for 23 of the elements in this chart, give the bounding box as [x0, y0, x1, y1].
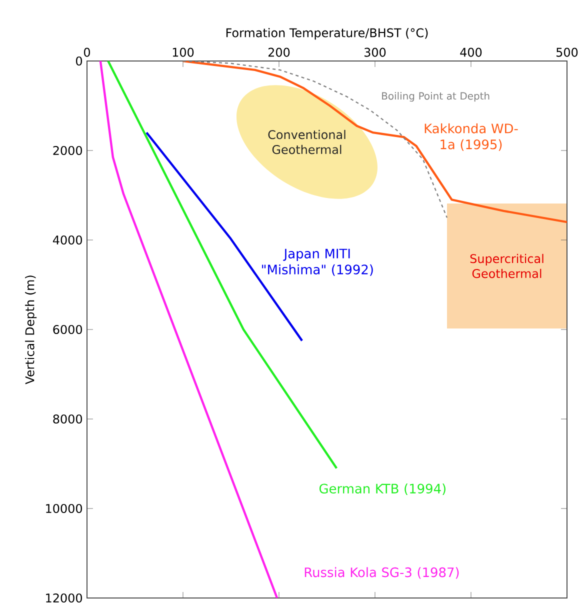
series-label: German KTB (1994): [319, 483, 446, 496]
x-tick-label: 0: [84, 48, 90, 57]
x-tick-label: 100: [172, 48, 194, 57]
line-series: [182, 61, 567, 224]
text: Russia Kola SG-3 (1987): [304, 567, 459, 579]
series-label: Boiling Point at Depth: [382, 92, 490, 102]
series-label: Kakkonda WD-1a (1995): [424, 123, 518, 151]
x-tick-label: 300: [364, 48, 386, 57]
y-tick-label: 8000: [53, 414, 82, 424]
x-tick-label: 500: [556, 48, 578, 57]
y-axis-title: Vertical Depth (m): [25, 276, 37, 384]
annotation: Conventional Geothermal: [268, 130, 346, 154]
x-tick-label: 200: [268, 48, 290, 57]
annotation: Supercritical Geothermal: [470, 254, 544, 278]
series-label: Japan MITI "Mishima" (1992): [262, 248, 373, 276]
y-tick-label: 6000: [53, 324, 82, 334]
y-tick-label: 12000: [46, 593, 82, 603]
y-tick-label: 4000: [52, 235, 82, 245]
y-tick-label: 2000: [53, 146, 82, 156]
x-tick-label: 400: [460, 48, 482, 57]
y-tick-label: 0: [76, 56, 82, 66]
x-axis-title: Formation Temperature/BHST (°C): [226, 28, 428, 40]
y-tick-label: 10000: [46, 504, 82, 514]
